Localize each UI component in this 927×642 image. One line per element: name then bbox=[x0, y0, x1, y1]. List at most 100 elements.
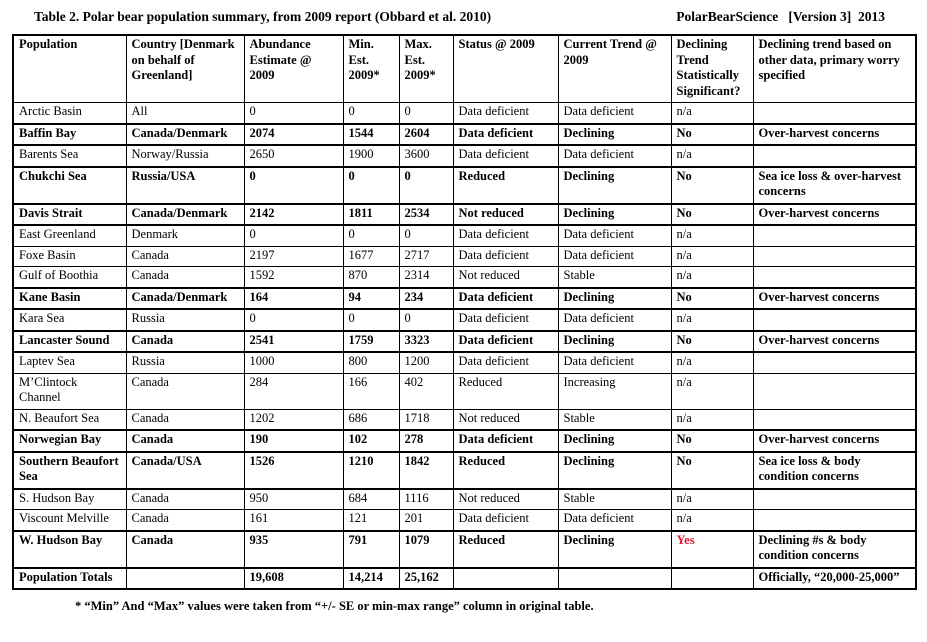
cell-trend: Declining bbox=[557, 450, 672, 490]
cell-max: 3600 bbox=[398, 144, 454, 167]
cell-pop: Gulf of Boothia bbox=[12, 266, 127, 288]
table-title: Table 2. Polar bear population summary, … bbox=[34, 9, 492, 24]
cell-trend: Declining bbox=[557, 202, 672, 226]
table-row: Arctic Basin All 0 0 0 Data deficient Data def… bbox=[12, 102, 917, 124]
cell-min: 1677 bbox=[342, 245, 400, 267]
footnote: * “Min” And “Max” values were taken from… bbox=[75, 599, 594, 613]
cell-pop: Kane Basin bbox=[12, 286, 127, 310]
cell-trend: Declining bbox=[557, 122, 672, 146]
cell-pop: Foxe Basin bbox=[12, 245, 127, 267]
cell-trend: Data deficient bbox=[557, 245, 672, 267]
cell-sig: No bbox=[670, 429, 754, 453]
cell-pop: Barents Sea bbox=[12, 144, 127, 167]
polar-bear-population-table: Population Country [Denmark on behalf of… bbox=[12, 34, 917, 590]
column-header-current-trend: Current Trend @ 2009 bbox=[557, 34, 672, 103]
cell-trend: Declining bbox=[557, 165, 672, 205]
cell-pop: Norwegian Bay bbox=[12, 429, 127, 453]
cell-pop: Viscount Melville bbox=[12, 509, 127, 531]
cell-abundance: 0 bbox=[243, 102, 344, 124]
cell-trend: Stable bbox=[557, 266, 672, 288]
cell-min: 121 bbox=[342, 509, 400, 531]
cell-min: 800 bbox=[342, 351, 400, 374]
cell-country: Canada/Denmark bbox=[125, 286, 245, 310]
cell-min: 102 bbox=[342, 429, 400, 453]
cell-trend: Stable bbox=[557, 408, 672, 431]
cell-abundance: 1592 bbox=[243, 266, 344, 288]
column-header-abundance-estimate: Abundance Estimate @ 2009 bbox=[243, 34, 344, 103]
cell-sig: n/a bbox=[670, 509, 754, 531]
cell-sig: n/a bbox=[670, 224, 754, 247]
cell-trend: Data deficient bbox=[557, 351, 672, 374]
cell-sig: n/a bbox=[670, 245, 754, 267]
cell-notes: Over-harvest concerns bbox=[752, 122, 917, 146]
cell-status: Not reduced bbox=[452, 202, 559, 226]
table-row: Population Totals 19,608 14,214 25,162 Offic… bbox=[12, 566, 917, 590]
cell-notes bbox=[752, 224, 917, 247]
cell-min: 1544 bbox=[342, 122, 400, 146]
cell-abundance: 1526 bbox=[243, 450, 344, 490]
column-header-declining-other-data: Declining trend based on other data, pri… bbox=[752, 34, 917, 103]
cell-abundance: 161 bbox=[243, 509, 344, 531]
cell-notes bbox=[752, 102, 917, 124]
cell-pop: Laptev Sea bbox=[12, 351, 127, 374]
cell-max: 2717 bbox=[398, 245, 454, 267]
cell-pop: East Greenland bbox=[12, 224, 127, 247]
cell-min: 870 bbox=[342, 266, 400, 288]
cell-status: Data deficient bbox=[452, 509, 559, 531]
cell-country: Norway/Russia bbox=[125, 144, 245, 167]
cell-notes bbox=[752, 308, 917, 331]
header-row: Population Country [Denmark on behalf of… bbox=[12, 34, 917, 103]
cell-max: 1116 bbox=[398, 488, 454, 510]
cell-country: Canada bbox=[125, 488, 245, 510]
cell-notes: Over-harvest concerns bbox=[752, 429, 917, 453]
cell-max: 0 bbox=[398, 224, 454, 247]
cell-abundance: 19,608 bbox=[243, 566, 344, 590]
cell-sig: No bbox=[670, 202, 754, 226]
cell-max: 25,162 bbox=[398, 566, 454, 590]
cell-max: 2314 bbox=[398, 266, 454, 288]
cell-status: Data deficient bbox=[452, 351, 559, 374]
cell-country: Russia/USA bbox=[125, 165, 245, 205]
cell-trend bbox=[557, 566, 672, 590]
cell-sig bbox=[670, 566, 754, 590]
cell-sig: n/a bbox=[670, 102, 754, 124]
cell-sig: No bbox=[670, 329, 754, 353]
cell-min: 686 bbox=[342, 408, 400, 431]
cell-sig: n/a bbox=[670, 488, 754, 510]
cell-notes bbox=[752, 408, 917, 431]
cell-notes bbox=[752, 488, 917, 510]
cell-notes bbox=[752, 372, 917, 410]
cell-max: 3323 bbox=[398, 329, 454, 353]
cell-notes bbox=[752, 509, 917, 531]
column-header-min-est: Min. Est. 2009* bbox=[342, 34, 400, 103]
cell-status: Reduced bbox=[452, 165, 559, 205]
cell-min: 0 bbox=[342, 102, 400, 124]
cell-pop: Arctic Basin bbox=[12, 102, 127, 124]
title-bar: Table 2. Polar bear population summary, … bbox=[0, 0, 927, 25]
cell-notes bbox=[752, 245, 917, 267]
cell-abundance: 1202 bbox=[243, 408, 344, 431]
cell-abundance: 1000 bbox=[243, 351, 344, 374]
cell-abundance: 950 bbox=[243, 488, 344, 510]
cell-trend: Increasing bbox=[557, 372, 672, 410]
cell-sig: No bbox=[670, 450, 754, 490]
cell-pop: S. Hudson Bay bbox=[12, 488, 127, 510]
table-row: Lancaster Sound Canada 2541 1759 3323 Data de… bbox=[12, 329, 917, 353]
cell-pop: Southern Beaufort Sea bbox=[12, 450, 127, 490]
table-row: Baffin Bay Canada/Denmark 2074 1544 2604 Data… bbox=[12, 122, 917, 146]
cell-country bbox=[125, 566, 245, 590]
cell-country: Canada bbox=[125, 372, 245, 410]
table-row: M’Clintock Channel Canada 284 166 402 Reduced… bbox=[12, 372, 917, 410]
cell-notes bbox=[752, 266, 917, 288]
cell-notes bbox=[752, 351, 917, 374]
cell-abundance: 190 bbox=[243, 429, 344, 453]
table-row: S. Hudson Bay Canada 950 684 1116 Not reduced… bbox=[12, 488, 917, 510]
cell-abundance: 935 bbox=[243, 529, 344, 569]
column-header-status: Status @ 2009 bbox=[452, 34, 559, 103]
cell-min: 94 bbox=[342, 286, 400, 310]
table-row: W. Hudson Bay Canada 935 791 1079 Reduced Decl… bbox=[12, 529, 917, 569]
cell-min: 166 bbox=[342, 372, 400, 410]
cell-max: 0 bbox=[398, 102, 454, 124]
cell-status: Data deficient bbox=[452, 224, 559, 247]
